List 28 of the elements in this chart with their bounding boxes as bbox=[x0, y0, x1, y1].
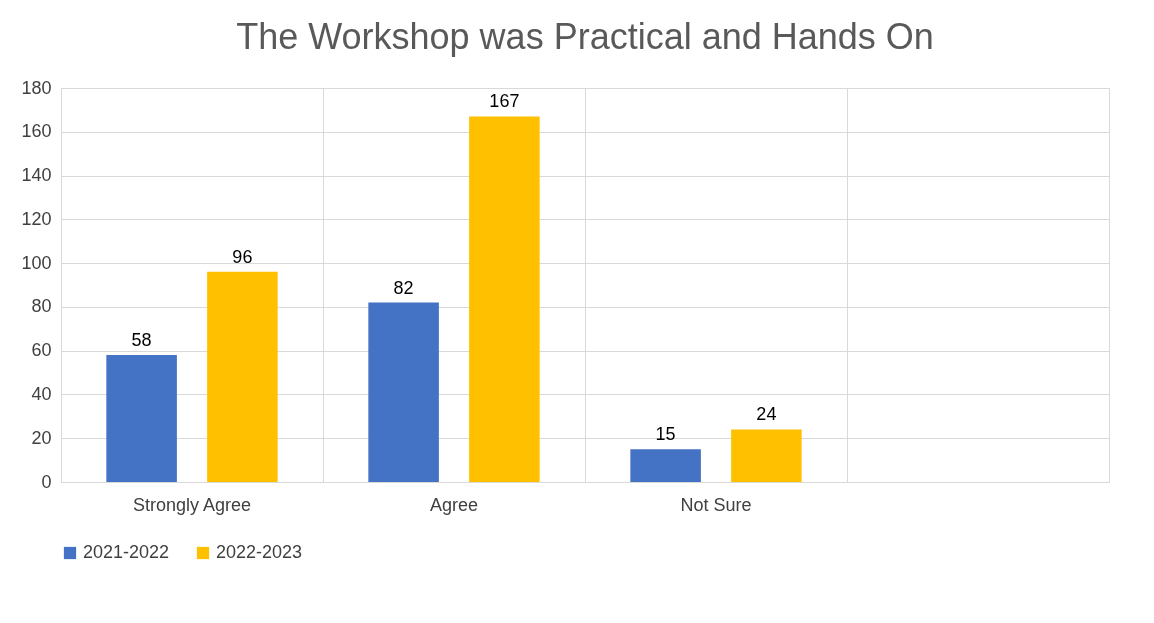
data-label: 82 bbox=[393, 277, 414, 298]
y-tick-label: 60 bbox=[31, 340, 52, 361]
y-tick-label: 20 bbox=[31, 427, 52, 448]
x-tick-label: Not Sure bbox=[680, 494, 752, 515]
y-tick-label: 40 bbox=[31, 383, 52, 404]
data-label: 167 bbox=[489, 91, 520, 112]
bar bbox=[469, 116, 540, 482]
legend-label: 2022-2023 bbox=[216, 542, 303, 562]
y-tick-label: 120 bbox=[21, 208, 52, 229]
data-label: 58 bbox=[131, 330, 152, 351]
x-tick-label: Strongly Agree bbox=[132, 494, 252, 515]
bar bbox=[630, 449, 701, 482]
x-tick-label: Agree bbox=[429, 494, 479, 515]
bar bbox=[106, 355, 177, 482]
bar bbox=[731, 429, 802, 482]
y-tick-label: 80 bbox=[31, 296, 52, 317]
y-tick-label: 100 bbox=[21, 252, 52, 273]
bar bbox=[368, 302, 439, 482]
bar bbox=[207, 271, 278, 482]
chart-title: The Workshop was Practical and Hands On bbox=[236, 16, 934, 57]
data-label: 15 bbox=[655, 424, 676, 445]
y-tick-label: 180 bbox=[21, 77, 52, 98]
data-label: 96 bbox=[232, 246, 253, 267]
y-tick-label: 160 bbox=[21, 121, 52, 142]
data-label: 24 bbox=[756, 404, 777, 425]
legend-label: 2021-2022 bbox=[83, 542, 170, 562]
y-tick-label: 0 bbox=[41, 471, 52, 492]
y-tick-label: 140 bbox=[21, 165, 52, 186]
